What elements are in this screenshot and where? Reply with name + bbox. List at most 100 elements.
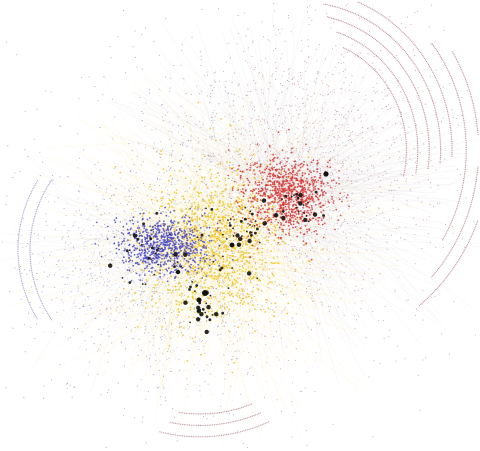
ring-node	[388, 50, 390, 52]
edge	[224, 96, 246, 221]
periphery-node	[354, 171, 357, 173]
ring-node	[199, 413, 201, 415]
edge	[244, 186, 342, 200]
ring-node	[258, 425, 260, 427]
periphery-node	[264, 132, 267, 134]
periphery-node	[368, 268, 370, 270]
periphery-node	[97, 373, 99, 375]
edge	[194, 229, 302, 280]
periphery-node	[97, 99, 99, 102]
ring-node	[434, 272, 436, 274]
ring-node	[423, 112, 425, 114]
ring-node	[192, 424, 194, 426]
edge	[20, 259, 169, 303]
ring-node	[371, 36, 374, 39]
periphery-node	[271, 272, 273, 274]
periphery-node	[115, 204, 117, 206]
periphery-node	[312, 161, 314, 164]
periphery-node	[439, 202, 441, 204]
ring-node	[464, 167, 466, 169]
periphery-node	[272, 222, 274, 224]
periphery-node	[168, 130, 170, 132]
ring-node	[442, 239, 444, 241]
ring-node	[426, 122, 428, 124]
periphery-node	[227, 93, 229, 95]
edge	[5, 225, 186, 271]
ring-node	[414, 123, 416, 125]
periphery-node	[307, 326, 309, 328]
edge	[196, 23, 251, 185]
ring-node	[38, 294, 40, 296]
periphery-node	[269, 320, 271, 323]
periphery-node	[357, 162, 359, 164]
periphery-node	[321, 123, 323, 126]
periphery-node	[316, 71, 318, 73]
edge	[74, 201, 226, 241]
edge	[190, 247, 283, 376]
edge	[302, 145, 399, 222]
yellow-node	[238, 296, 241, 299]
periphery-node	[129, 216, 131, 218]
ring-node	[39, 297, 41, 300]
ring-node	[30, 232, 32, 234]
periphery-node	[399, 237, 401, 239]
periphery-node	[167, 165, 169, 167]
periphery-node	[247, 206, 249, 208]
ring-node	[388, 88, 390, 90]
edge	[155, 170, 297, 229]
ring-node	[451, 148, 453, 150]
yellow-node	[254, 330, 256, 333]
periphery-node	[282, 192, 284, 194]
periphery-node	[361, 287, 363, 289]
ring-node	[407, 75, 410, 77]
periphery-node	[198, 141, 200, 143]
periphery-node	[94, 274, 96, 276]
edge	[159, 269, 227, 332]
ring-node	[28, 301, 30, 304]
ring-node	[383, 30, 385, 32]
periphery-node	[222, 316, 224, 318]
periphery-node	[363, 196, 365, 198]
edge	[176, 247, 362, 254]
ring-node	[420, 73, 422, 75]
periphery-node	[194, 341, 196, 343]
ring-node	[465, 80, 467, 82]
ring-node	[429, 67, 431, 69]
periphery-node	[332, 157, 334, 159]
ring-node	[42, 304, 44, 306]
ring-node	[196, 436, 198, 438]
ring-node	[470, 203, 472, 206]
ring-node	[432, 101, 434, 103]
ring-node	[33, 313, 36, 315]
periphery-node	[142, 209, 144, 211]
periphery-node	[345, 233, 347, 235]
periphery-node	[174, 142, 176, 145]
periphery-node	[132, 269, 134, 271]
ring-node	[192, 413, 194, 415]
edge	[140, 276, 250, 292]
edge	[93, 213, 158, 267]
ring-node	[256, 426, 258, 428]
ring-node	[477, 168, 479, 170]
edge	[217, 106, 281, 186]
periphery-node	[351, 44, 353, 46]
periphery-node	[156, 311, 158, 313]
yellow-node	[161, 269, 164, 272]
ring-node	[415, 172, 417, 174]
periphery-node	[231, 81, 233, 83]
periphery-node	[262, 172, 264, 174]
periphery-node	[128, 189, 130, 191]
periphery-node	[158, 210, 160, 212]
ring-node	[397, 105, 399, 107]
ring-node	[388, 35, 390, 37]
edge	[208, 244, 247, 336]
periphery-node	[176, 203, 178, 205]
periphery-node	[248, 168, 250, 170]
ring-node	[359, 15, 361, 17]
periphery-node	[403, 157, 405, 159]
edge	[110, 266, 269, 296]
ring-node	[370, 50, 372, 52]
edge	[191, 217, 276, 344]
edge	[119, 138, 267, 174]
periphery-node	[233, 223, 235, 225]
